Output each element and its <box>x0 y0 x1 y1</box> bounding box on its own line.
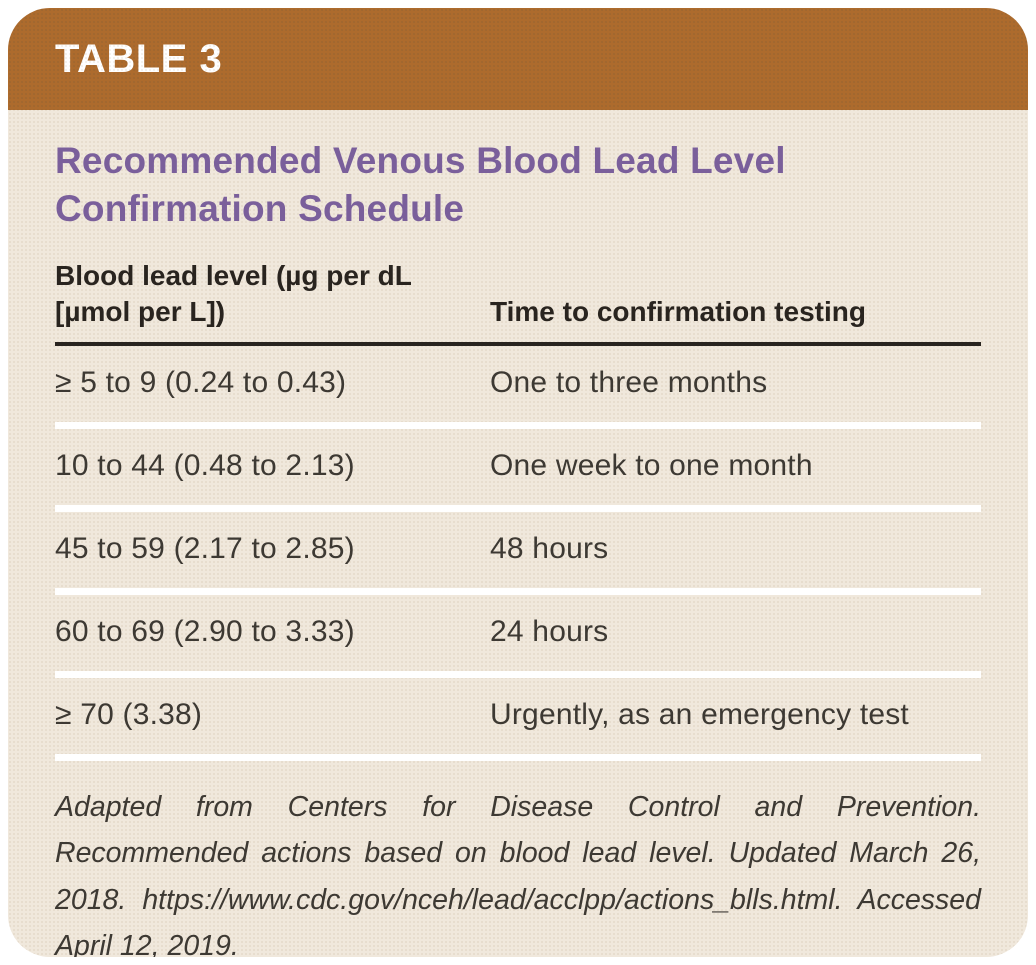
time-cell: One week to one month <box>490 425 981 512</box>
blood-lead-level-cell: 45 to 59 (2.17 to 2.85) <box>55 508 490 595</box>
table-tag-bar: TABLE 3 <box>8 8 1028 110</box>
time-cell: Urgently, as an emergency test <box>490 674 981 761</box>
time-cell: 24 hours <box>490 591 981 678</box>
table-tag: TABLE 3 <box>55 36 223 81</box>
blood-lead-level-cell: ≥ 70 (3.38) <box>55 674 490 761</box>
table-card-body: Recommended Venous Blood Lead Level Conf… <box>8 110 1028 957</box>
time-cell: 48 hours <box>490 508 981 595</box>
column-header-time-to-confirmation: Time to confirmation testing <box>490 258 981 346</box>
table-row: ≥ 70 (3.38) Urgently, as an emergency te… <box>55 674 981 761</box>
table-row: ≥ 5 to 9 (0.24 to 0.43) One to three mon… <box>55 343 981 429</box>
time-cell: One to three months <box>490 343 981 429</box>
source-footnote: Adapted from Centers for Disease Control… <box>55 790 981 957</box>
table-row: 10 to 44 (0.48 to 2.13) One week to one … <box>55 425 981 512</box>
blood-lead-level-cell: 60 to 69 (2.90 to 3.33) <box>55 591 490 678</box>
table-row: 60 to 69 (2.90 to 3.33) 24 hours <box>55 591 981 678</box>
blood-lead-level-cell: 10 to 44 (0.48 to 2.13) <box>55 425 490 512</box>
table-row: 45 to 59 (2.17 to 2.85) 48 hours <box>55 508 981 595</box>
table-title: Recommended Venous Blood Lead Level Conf… <box>55 140 786 230</box>
blood-lead-level-cell: ≥ 5 to 9 (0.24 to 0.43) <box>55 343 490 429</box>
column-header-blood-lead-level: Blood lead level (µg per dL [µmol per L]… <box>55 258 490 346</box>
confirmation-schedule-table: Blood lead level (µg per dL [µmol per L]… <box>55 258 981 761</box>
table-card: TABLE 3 Recommended Venous Blood Lead Le… <box>8 8 1028 957</box>
header-row: Blood lead level (µg per dL [µmol per L]… <box>55 258 981 346</box>
